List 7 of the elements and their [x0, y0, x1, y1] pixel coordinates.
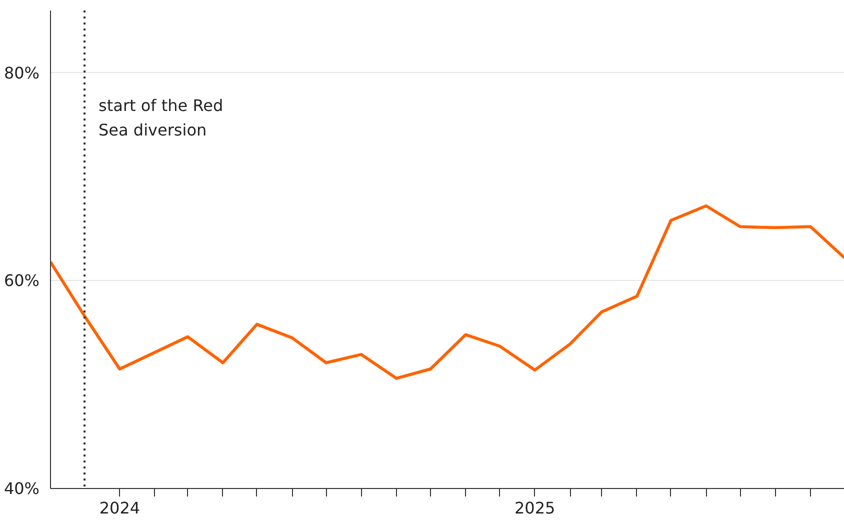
x-tick-label: 2024 [99, 498, 140, 518]
ref-line-label: start of the Red Sea diversion [98, 96, 224, 140]
x-tick-label: 2025 [514, 498, 556, 518]
y-tick-label: 40% [4, 479, 40, 498]
y-tick-label: 60% [4, 271, 40, 290]
line-series [50, 204, 844, 380]
y-tick-label: 80% [4, 63, 40, 82]
